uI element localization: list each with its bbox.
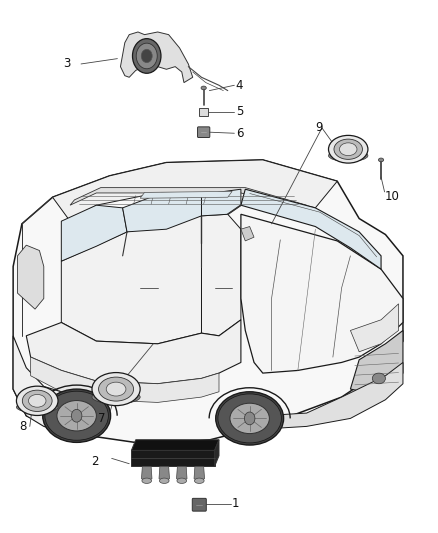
Text: 2: 2 <box>91 455 99 467</box>
Ellipse shape <box>378 158 384 162</box>
Circle shape <box>71 409 82 422</box>
Text: 8: 8 <box>19 420 26 433</box>
Polygon shape <box>201 189 241 216</box>
Polygon shape <box>31 357 219 402</box>
Text: 6: 6 <box>236 127 243 140</box>
Ellipse shape <box>328 150 368 161</box>
Ellipse shape <box>106 382 126 396</box>
Polygon shape <box>177 466 187 480</box>
Polygon shape <box>13 336 61 432</box>
Polygon shape <box>120 32 193 83</box>
Polygon shape <box>241 227 254 241</box>
Text: 5: 5 <box>236 106 243 118</box>
Text: 3: 3 <box>64 58 71 70</box>
Polygon shape <box>201 214 241 336</box>
Ellipse shape <box>141 49 152 63</box>
Polygon shape <box>263 362 403 429</box>
Polygon shape <box>241 214 403 373</box>
Polygon shape <box>13 160 403 445</box>
Polygon shape <box>140 191 232 198</box>
Text: 4: 4 <box>236 79 243 92</box>
Ellipse shape <box>28 394 46 407</box>
Ellipse shape <box>17 402 58 413</box>
Ellipse shape <box>92 390 140 404</box>
Polygon shape <box>350 304 399 352</box>
Polygon shape <box>70 188 307 211</box>
Ellipse shape <box>372 373 385 384</box>
Ellipse shape <box>45 391 108 440</box>
Ellipse shape <box>334 139 363 159</box>
Polygon shape <box>131 450 215 466</box>
Circle shape <box>244 412 255 425</box>
Polygon shape <box>53 160 337 221</box>
Ellipse shape <box>42 389 110 442</box>
FancyBboxPatch shape <box>199 108 208 116</box>
Ellipse shape <box>194 478 204 483</box>
Polygon shape <box>131 440 219 450</box>
Ellipse shape <box>92 373 140 406</box>
Ellipse shape <box>17 386 58 416</box>
Ellipse shape <box>136 43 157 69</box>
Ellipse shape <box>201 86 206 90</box>
Ellipse shape <box>159 478 169 483</box>
Ellipse shape <box>339 143 357 156</box>
Polygon shape <box>18 245 44 309</box>
Polygon shape <box>215 440 219 466</box>
Polygon shape <box>141 466 152 480</box>
FancyBboxPatch shape <box>192 498 206 511</box>
Text: 7: 7 <box>98 412 105 425</box>
Ellipse shape <box>218 394 281 443</box>
FancyBboxPatch shape <box>198 127 210 138</box>
Text: 1: 1 <box>232 497 240 510</box>
Polygon shape <box>241 189 381 269</box>
Polygon shape <box>194 466 205 480</box>
Polygon shape <box>61 205 127 261</box>
Ellipse shape <box>57 401 96 431</box>
Text: 9: 9 <box>315 122 323 134</box>
Polygon shape <box>123 193 201 232</box>
Ellipse shape <box>177 478 187 483</box>
Polygon shape <box>350 330 403 392</box>
Polygon shape <box>61 216 201 344</box>
Ellipse shape <box>132 39 161 73</box>
Ellipse shape <box>328 135 368 163</box>
Polygon shape <box>26 320 241 384</box>
Ellipse shape <box>142 478 152 483</box>
Polygon shape <box>159 466 170 480</box>
Text: 10: 10 <box>385 190 399 203</box>
Ellipse shape <box>215 392 283 445</box>
Ellipse shape <box>22 390 52 411</box>
Ellipse shape <box>230 403 269 434</box>
Ellipse shape <box>99 377 134 401</box>
